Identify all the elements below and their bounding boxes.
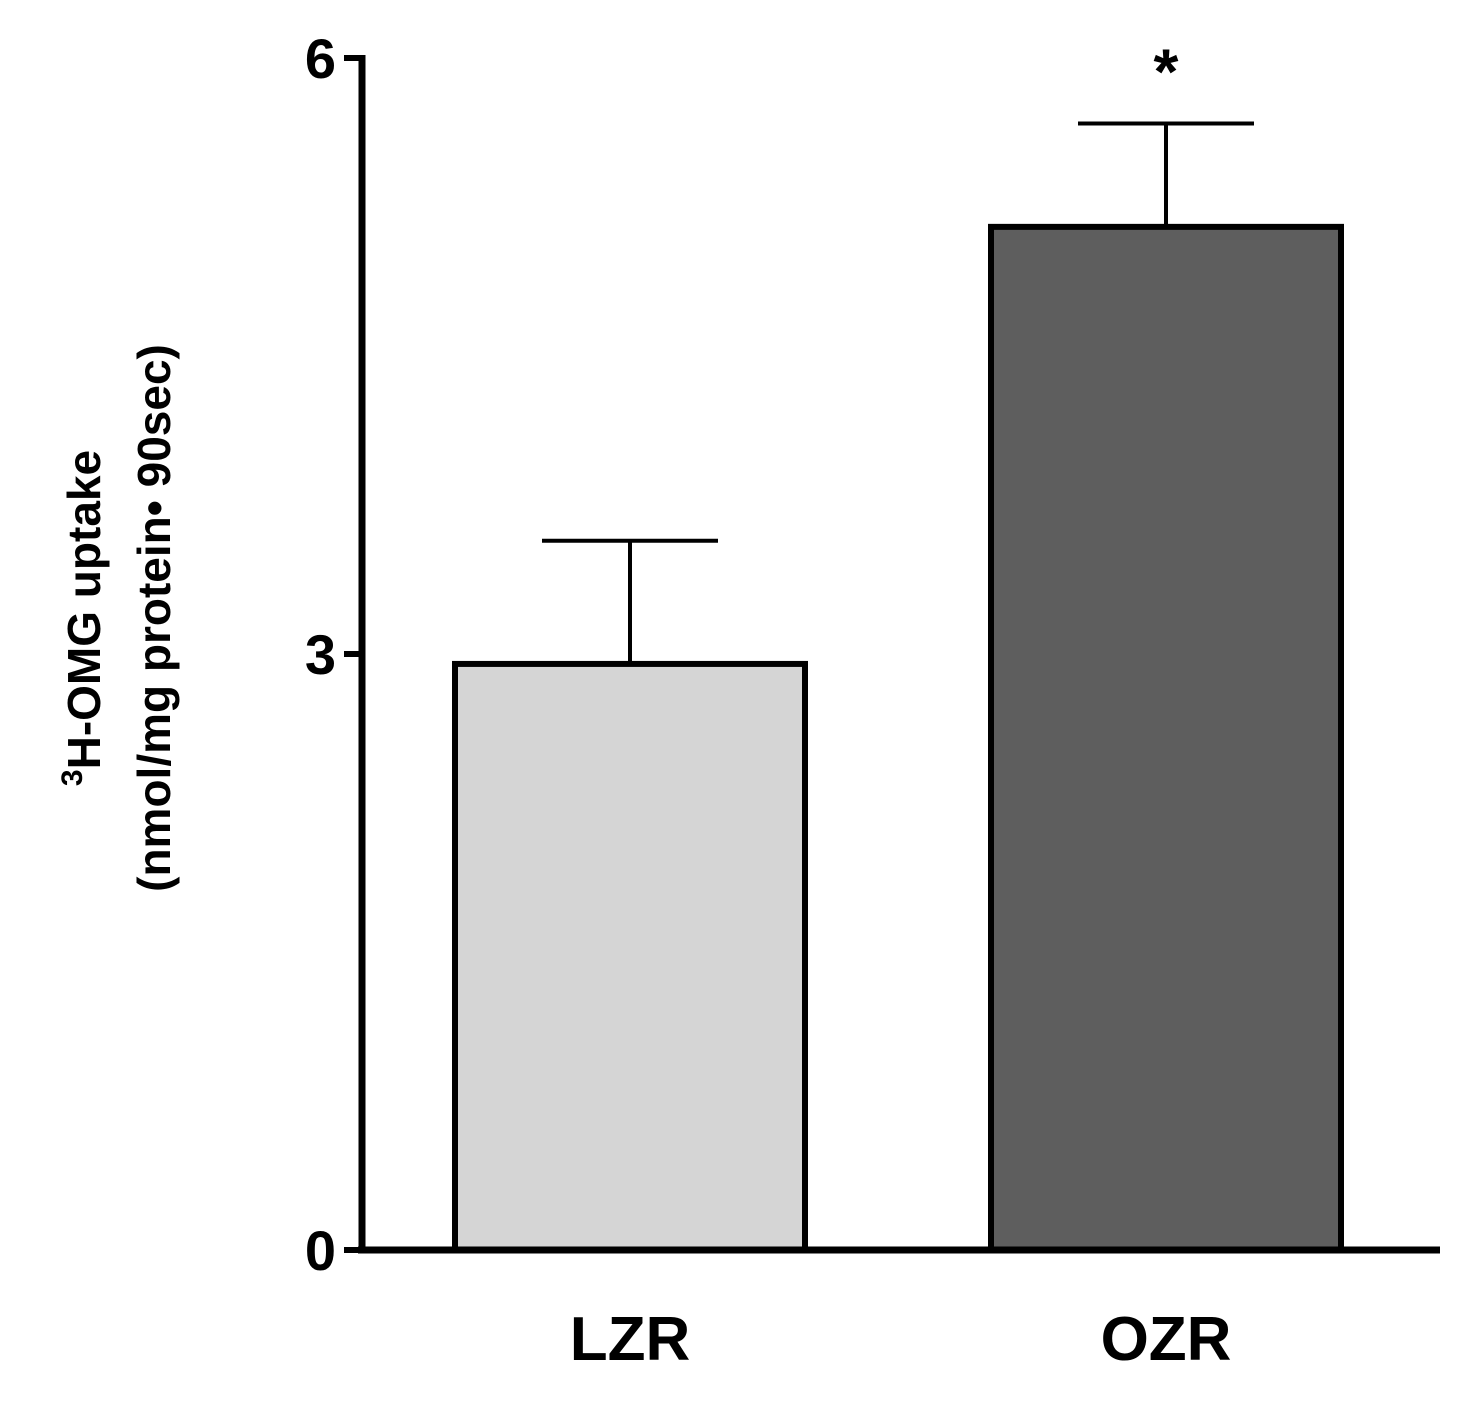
y-axis-title-line1: 3H-OMG uptake	[56, 450, 110, 786]
bar-lzr	[452, 660, 808, 1253]
x-tick-label-ozr: OZR	[1101, 1305, 1232, 1374]
y-axis-title: 3H-OMG uptake (nmol/mg protein• 90sec)	[56, 344, 180, 892]
y-axis-title-line2: (nmol/mg protein• 90sec)	[128, 344, 180, 892]
x-tick-label-lzr: LZR	[570, 1305, 691, 1374]
y-tick-label-0: 0	[305, 1219, 336, 1282]
significance-marker-ozr: *	[1154, 36, 1179, 108]
y-axis-title-superscript: 3	[56, 769, 89, 786]
bars-layer	[452, 223, 1344, 1254]
y-tick-label-3: 3	[305, 623, 336, 686]
y-tick-label-6: 6	[305, 27, 336, 90]
y-axis-title-text: H-OMG uptake	[58, 450, 110, 769]
bar-ozr	[988, 223, 1344, 1254]
x-labels-layer: LZR OZR	[570, 1305, 1232, 1374]
y-ticks-layer: 0 3 6	[305, 27, 362, 1282]
error-bars-layer	[542, 121, 1254, 664]
annotations-layer: *	[1154, 36, 1179, 108]
